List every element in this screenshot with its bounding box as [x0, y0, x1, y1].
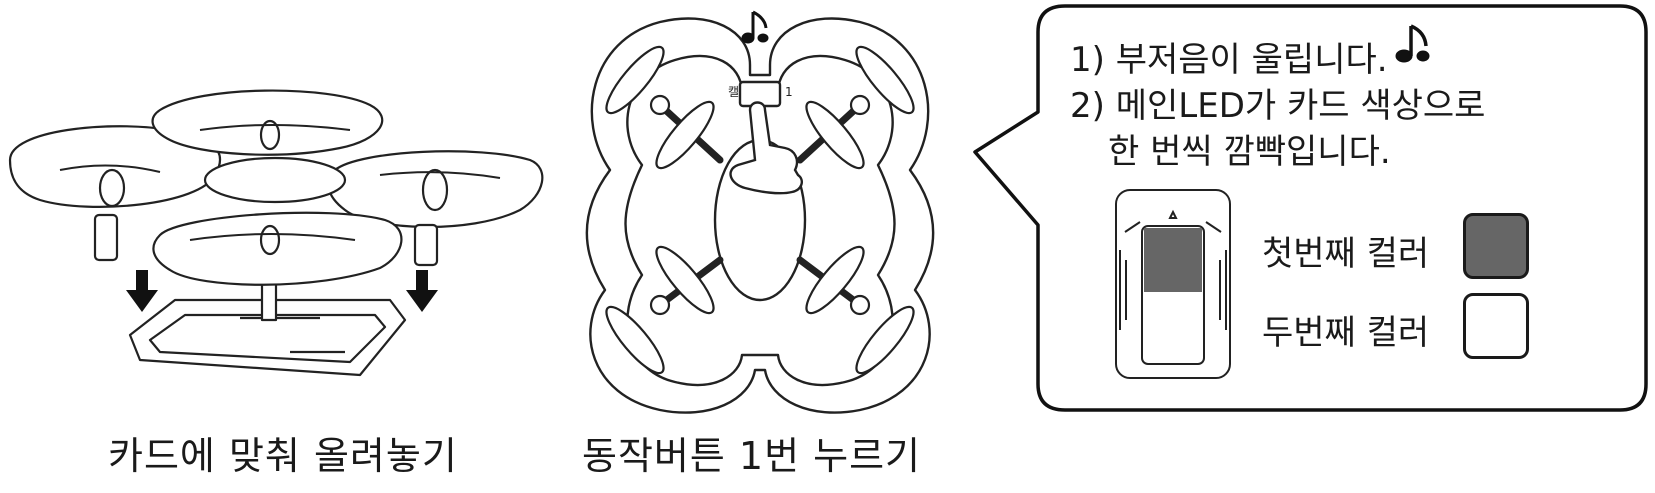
button-label-right: 1 — [785, 85, 793, 99]
step1-caption: 카드에 맞춰 올려놓기 — [108, 434, 458, 478]
button-label-left: 캘 — [728, 85, 739, 99]
info-line-1: 1) 부저음이 울립니다. — [1070, 32, 1388, 81]
info-line-3: 한 번씩 깜빡입니다. — [1108, 132, 1391, 172]
info-line-2: 2) 메인LED가 카드 색상으로 — [1070, 86, 1486, 126]
drone-top-view-illustration: 캘 1 — [585, 10, 935, 414]
legend-label-second: 두번째 컬러 — [1262, 313, 1430, 353]
legend-swatch-second — [1463, 293, 1529, 359]
legend-label-first: 첫번째 컬러 — [1262, 234, 1430, 274]
step2-caption: 동작버튼 1번 누르기 — [582, 434, 922, 478]
legend-swatch-first — [1463, 213, 1529, 279]
music-note-icon — [741, 10, 769, 44]
info-line-1-text: 1) 부저음이 울립니다. — [1070, 40, 1388, 80]
music-note-icon — [1395, 24, 1430, 63]
drone-card-icon — [1115, 189, 1231, 379]
pointing-hand-icon — [729, 101, 804, 195]
drone-on-card-illustration — [8, 89, 544, 377]
